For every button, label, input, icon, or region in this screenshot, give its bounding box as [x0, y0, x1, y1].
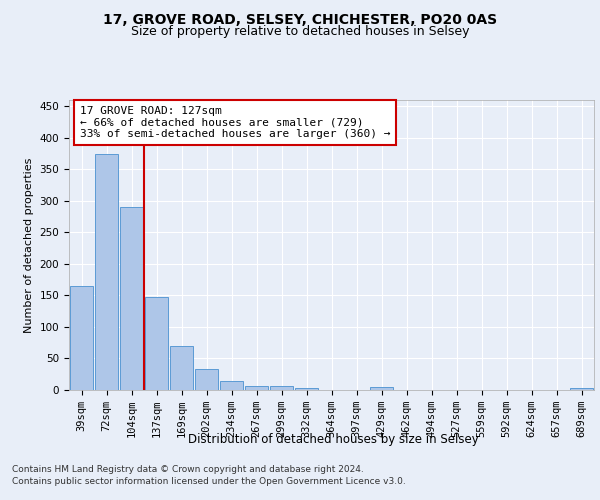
Text: 17 GROVE ROAD: 127sqm
← 66% of detached houses are smaller (729)
33% of semi-det: 17 GROVE ROAD: 127sqm ← 66% of detached …	[79, 106, 390, 139]
Text: Contains public sector information licensed under the Open Government Licence v3: Contains public sector information licen…	[12, 478, 406, 486]
Bar	[195, 369, 218, 390]
Text: Contains HM Land Registry data © Crown copyright and database right 2024.: Contains HM Land Registry data © Crown c…	[12, 465, 364, 474]
Bar	[220, 381, 243, 390]
Bar	[70, 286, 93, 390]
Bar	[270, 386, 293, 390]
Bar	[245, 386, 268, 390]
Text: Distribution of detached houses by size in Selsey: Distribution of detached houses by size …	[188, 432, 478, 446]
Y-axis label: Number of detached properties: Number of detached properties	[24, 158, 34, 332]
Bar	[95, 154, 118, 390]
Bar	[145, 296, 168, 390]
Bar	[120, 207, 143, 390]
Bar	[570, 388, 593, 390]
Text: 17, GROVE ROAD, SELSEY, CHICHESTER, PO20 0AS: 17, GROVE ROAD, SELSEY, CHICHESTER, PO20…	[103, 12, 497, 26]
Text: Size of property relative to detached houses in Selsey: Size of property relative to detached ho…	[131, 25, 469, 38]
Bar	[295, 388, 318, 390]
Bar	[170, 346, 193, 390]
Bar	[370, 388, 393, 390]
